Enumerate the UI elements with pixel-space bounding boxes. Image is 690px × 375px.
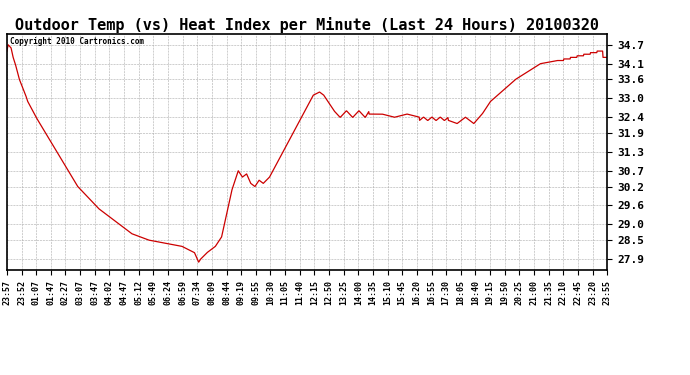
Text: Copyright 2010 Cartronics.com: Copyright 2010 Cartronics.com (10, 37, 144, 46)
Title: Outdoor Temp (vs) Heat Index per Minute (Last 24 Hours) 20100320: Outdoor Temp (vs) Heat Index per Minute … (15, 16, 599, 33)
